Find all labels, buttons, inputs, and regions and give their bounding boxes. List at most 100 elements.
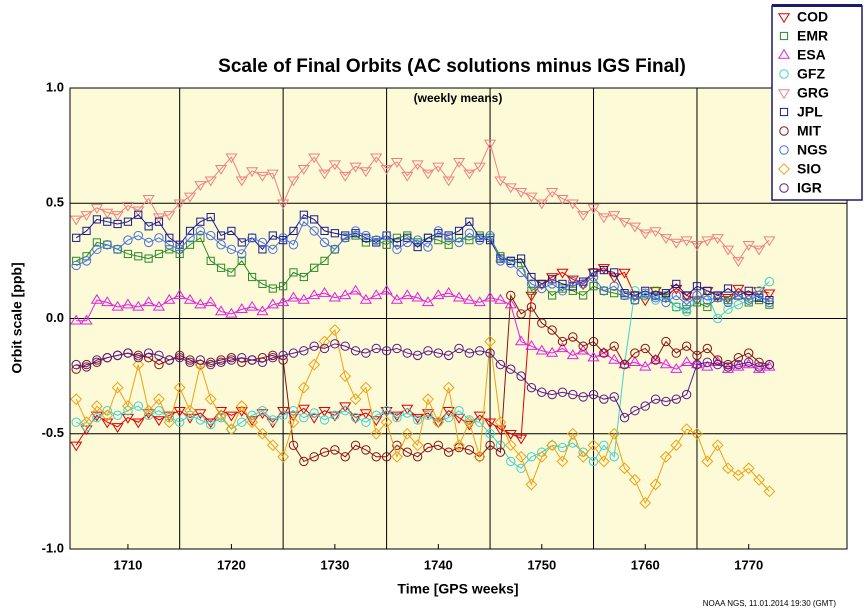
marker bbox=[630, 291, 640, 300]
marker bbox=[547, 279, 557, 289]
marker bbox=[703, 302, 712, 312]
marker bbox=[712, 293, 723, 303]
marker bbox=[154, 350, 164, 361]
marker bbox=[142, 404, 155, 417]
marker bbox=[227, 226, 236, 236]
marker bbox=[70, 441, 83, 452]
marker bbox=[132, 358, 145, 371]
marker bbox=[174, 417, 185, 427]
marker bbox=[412, 452, 423, 462]
marker bbox=[494, 416, 507, 429]
marker bbox=[258, 245, 267, 254]
marker bbox=[589, 268, 598, 277]
marker bbox=[485, 440, 495, 450]
marker bbox=[319, 415, 330, 425]
marker bbox=[411, 160, 424, 171]
marker bbox=[639, 360, 652, 371]
marker bbox=[421, 169, 435, 180]
marker bbox=[526, 279, 537, 289]
marker bbox=[297, 164, 310, 175]
marker bbox=[196, 217, 205, 226]
marker bbox=[526, 452, 537, 462]
marker bbox=[610, 268, 619, 277]
marker bbox=[577, 211, 590, 221]
marker bbox=[392, 412, 402, 423]
marker bbox=[639, 496, 652, 509]
marker bbox=[226, 355, 237, 365]
marker bbox=[70, 393, 83, 406]
marker bbox=[587, 351, 600, 362]
marker bbox=[763, 485, 776, 498]
marker bbox=[537, 283, 547, 294]
marker bbox=[752, 245, 766, 256]
marker bbox=[516, 267, 526, 278]
marker bbox=[309, 226, 319, 236]
marker bbox=[454, 226, 464, 236]
marker bbox=[90, 400, 103, 412]
marker bbox=[556, 342, 569, 353]
marker bbox=[328, 291, 341, 302]
marker bbox=[72, 233, 81, 242]
marker bbox=[143, 237, 154, 248]
marker bbox=[630, 406, 640, 416]
marker bbox=[763, 289, 776, 300]
marker bbox=[134, 252, 143, 261]
marker bbox=[671, 290, 681, 301]
marker bbox=[744, 286, 753, 295]
marker bbox=[111, 300, 124, 311]
marker bbox=[723, 359, 733, 370]
marker bbox=[619, 412, 630, 423]
marker bbox=[702, 357, 713, 367]
marker bbox=[681, 306, 692, 317]
marker bbox=[402, 348, 412, 358]
marker bbox=[153, 393, 165, 406]
marker bbox=[597, 455, 610, 468]
marker bbox=[475, 346, 485, 356]
y-axis-label: Orbit scale [ppb] bbox=[9, 262, 25, 373]
x-tick-label: 1710 bbox=[113, 557, 142, 572]
marker bbox=[619, 290, 630, 301]
marker bbox=[721, 245, 735, 256]
marker bbox=[744, 295, 754, 305]
marker bbox=[691, 427, 703, 440]
marker bbox=[206, 256, 215, 265]
marker bbox=[578, 279, 588, 289]
marker bbox=[318, 335, 331, 348]
marker bbox=[247, 272, 257, 282]
marker bbox=[618, 462, 631, 475]
marker bbox=[359, 381, 372, 394]
marker bbox=[142, 194, 155, 205]
marker bbox=[473, 450, 486, 463]
marker bbox=[432, 418, 445, 429]
marker bbox=[287, 176, 300, 187]
marker bbox=[81, 362, 92, 372]
marker bbox=[777, 48, 791, 59]
marker bbox=[548, 291, 557, 300]
legend-label: GRG bbox=[797, 85, 829, 101]
marker bbox=[195, 355, 206, 365]
marker bbox=[101, 409, 114, 422]
y-tick-label: 0.0 bbox=[46, 310, 64, 325]
marker bbox=[485, 230, 495, 241]
marker bbox=[175, 249, 184, 259]
marker bbox=[381, 230, 392, 241]
y-tick-label: 1.0 bbox=[46, 79, 64, 94]
marker bbox=[349, 393, 362, 406]
marker bbox=[71, 260, 81, 271]
x-tick-label: 1770 bbox=[734, 557, 763, 572]
marker bbox=[444, 240, 453, 249]
marker bbox=[206, 212, 215, 222]
marker bbox=[711, 234, 724, 244]
marker bbox=[380, 164, 393, 175]
marker bbox=[102, 352, 112, 363]
marker bbox=[133, 401, 143, 411]
marker bbox=[690, 241, 704, 251]
marker bbox=[268, 352, 278, 363]
marker bbox=[515, 450, 528, 463]
marker bbox=[308, 153, 321, 164]
marker bbox=[390, 158, 404, 168]
marker bbox=[339, 289, 352, 300]
legend-label: IGR bbox=[797, 180, 822, 196]
marker bbox=[421, 296, 435, 307]
